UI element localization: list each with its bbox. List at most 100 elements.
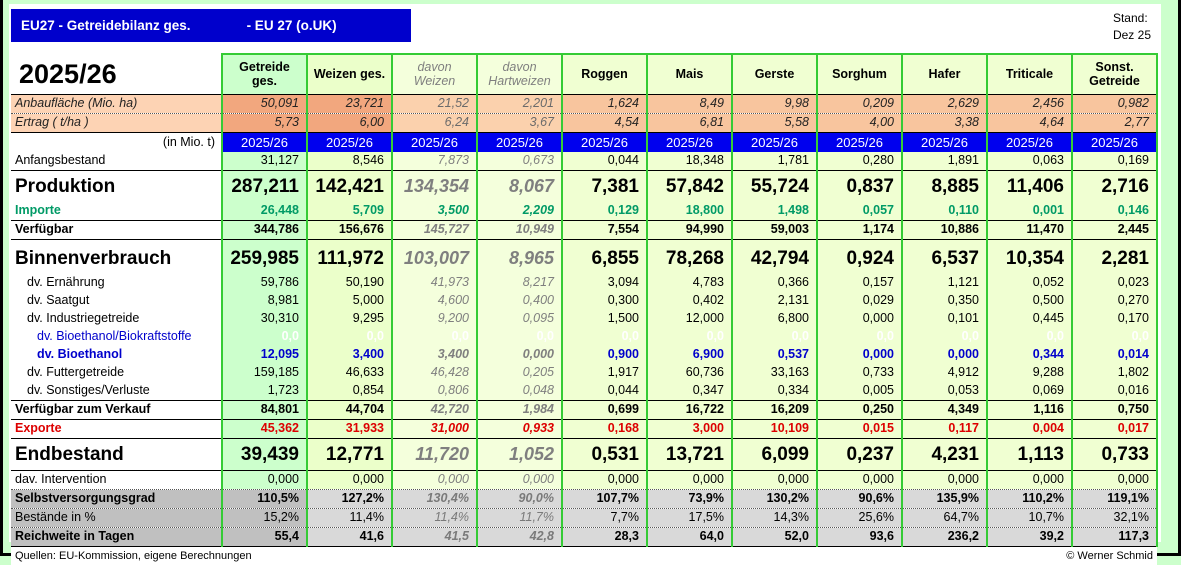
cell-endbestand-2: 11,720 [391, 438, 477, 471]
cell-futtergetreide-6: 33,163 [731, 363, 817, 382]
cell-endbestand-9: 1,113 [986, 438, 1072, 471]
cell-anfangsbestand-0: 31,127 [221, 151, 307, 171]
row-label-ertrag: Ertrag ( t/ha ) [11, 113, 222, 133]
cell-industriegetreide-6: 6,800 [731, 309, 817, 328]
row-selbstversorgungsgrad: Selbstversorgungsgrad 110,5% 127,2% 130,4% 9… [11, 489, 1158, 509]
cell-jahr-0: 2025/26 [221, 132, 307, 152]
cell-ernaehrung-10: 0,023 [1071, 273, 1158, 292]
cell-ertrag-9: 4,64 [986, 113, 1072, 133]
row-biokraftstoffe: dv. Bioethanol/Biokraftstoffe 0,0 0,0 0,0 0,… [11, 327, 1158, 346]
row-ertrag: Ertrag ( t/ha ) 5,73 6,00 6,24 3,67 4,54 6,81 5… [11, 113, 1158, 133]
cell-ernaehrung-2: 41,973 [391, 273, 477, 292]
column-header-6: Gerste [731, 53, 818, 95]
row-bestaende: Bestände in % 15,2% 11,4% 11,4% 11,7% 7,7% 17,… [11, 508, 1158, 528]
row-label-endbestand: Endbestand [11, 438, 222, 471]
cell-jahr-4: 2025/26 [561, 132, 647, 152]
cell-bestaende-3: 11,7% [476, 508, 562, 528]
cell-saatgut-2: 4,600 [391, 291, 477, 310]
cell-saatgut-1: 5,000 [306, 291, 392, 310]
row-label-selbstversorgungsgrad: Selbstversorgungsgrad [11, 489, 222, 509]
cell-selbstversorgungsgrad-3: 90,0% [476, 489, 562, 509]
cell-importe-9: 0,001 [986, 201, 1072, 220]
row-label-exporte: Exporte [11, 419, 222, 439]
row-anbauflaeche: Anbaufläche (Mio. ha) 50,091 23,721 21,52 2,… [11, 94, 1158, 114]
cell-bestaende-10: 32,1% [1071, 508, 1158, 528]
row-label-futtergetreide: dv. Futtergetreide [11, 363, 222, 382]
cell-jahr-7: 2025/26 [816, 132, 902, 152]
cell-industriegetreide-5: 12,000 [646, 309, 732, 328]
cell-bestaende-0: 15,2% [221, 508, 307, 528]
cell-bestaende-7: 25,6% [816, 508, 902, 528]
cell-saatgut-0: 8,981 [221, 291, 307, 310]
cell-produktion-9: 11,406 [986, 170, 1072, 202]
cell-anbauflaeche-10: 0,982 [1071, 94, 1158, 114]
cell-importe-6: 1,498 [731, 201, 817, 220]
cell-biokraftstoffe-5: 0,0 [646, 327, 732, 346]
cell-binnenverbrauch-2: 103,007 [391, 239, 477, 274]
cell-ertrag-6: 5,58 [731, 113, 817, 133]
cell-bestaende-4: 7,7% [561, 508, 647, 528]
row-anfangsbestand: Anfangsbestand 31,127 8,546 7,873 0,673 0,044… [11, 151, 1158, 171]
cell-selbstversorgungsgrad-1: 127,2% [306, 489, 392, 509]
top-bar: EU27 - Getreidebilanz ges. - EU 27 (o.UK… [9, 4, 1161, 53]
cell-bestaende-2: 11,4% [391, 508, 477, 528]
cell-exporte-9: 0,004 [986, 419, 1072, 439]
cell-jahr-10: 2025/26 [1071, 132, 1158, 152]
row-saatgut: dv. Saatgut 8,981 5,000 4,600 0,400 0,300 0,40… [11, 291, 1158, 310]
cell-exporte-10: 0,017 [1071, 419, 1158, 439]
cell-produktion-8: 8,885 [901, 170, 987, 202]
cell-binnenverbrauch-3: 8,965 [476, 239, 562, 274]
row-label-biokraftstoffe: dv. Bioethanol/Biokraftstoffe [11, 327, 222, 346]
cell-saatgut-3: 0,400 [476, 291, 562, 310]
cell-intervention-8: 0,000 [901, 470, 987, 490]
row-label-produktion: Produktion [11, 170, 222, 202]
report-region: - EU 27 (o.UK) [246, 18, 337, 33]
cell-verfuegbar-0: 344,786 [221, 219, 307, 240]
cell-selbstversorgungsgrad-6: 130,2% [731, 489, 817, 509]
cell-jahr-6: 2025/26 [731, 132, 817, 152]
row-bioethanol: dv. Bioethanol 12,095 3,400 3,400 0,000 0,900… [11, 345, 1158, 364]
cell-verfuegbar-2: 145,727 [391, 219, 477, 240]
cell-exporte-3: 0,933 [476, 419, 562, 439]
row-label-intervention: dav. Intervention [11, 470, 222, 490]
cell-anbauflaeche-5: 8,49 [646, 94, 732, 114]
cell-verkauf-10: 0,750 [1071, 399, 1158, 420]
cell-exporte-4: 0,168 [561, 419, 647, 439]
cell-reichweite-0: 55,4 [221, 527, 307, 547]
cell-verkauf-6: 16,209 [731, 399, 817, 420]
cell-intervention-6: 0,000 [731, 470, 817, 490]
cell-importe-10: 0,146 [1071, 201, 1158, 220]
cell-saatgut-9: 0,500 [986, 291, 1072, 310]
cell-produktion-6: 55,724 [731, 170, 817, 202]
cell-ertrag-1: 6,00 [306, 113, 392, 133]
cell-ertrag-10: 2,77 [1071, 113, 1158, 133]
cell-anbauflaeche-9: 2,456 [986, 94, 1072, 114]
cell-ertrag-0: 5,73 [221, 113, 307, 133]
cell-futtergetreide-7: 0,733 [816, 363, 902, 382]
cell-sonstiges-2: 0,806 [391, 381, 477, 400]
cell-reichweite-8: 236,2 [901, 527, 987, 547]
cell-bioethanol-1: 3,400 [306, 345, 392, 364]
cell-futtergetreide-4: 1,917 [561, 363, 647, 382]
cell-selbstversorgungsgrad-9: 110,2% [986, 489, 1072, 509]
cell-biokraftstoffe-1: 0,0 [306, 327, 392, 346]
stand-value: Dez 25 [1112, 28, 1151, 42]
cell-verfuegbar-4: 7,554 [561, 219, 647, 240]
cell-verfuegbar-5: 94,990 [646, 219, 732, 240]
cell-verfuegbar-7: 1,174 [816, 219, 902, 240]
cell-selbstversorgungsgrad-8: 135,9% [901, 489, 987, 509]
cell-ertrag-2: 6,24 [391, 113, 477, 133]
cell-verfuegbar-3: 10,949 [476, 219, 562, 240]
cell-produktion-1: 142,421 [306, 170, 392, 202]
cell-saatgut-10: 0,270 [1071, 291, 1158, 310]
cell-industriegetreide-8: 0,101 [901, 309, 987, 328]
cell-verkauf-2: 42,720 [391, 399, 477, 420]
cell-anbauflaeche-0: 50,091 [221, 94, 307, 114]
row-label-ernaehrung: dv. Ernährung [11, 273, 222, 292]
cell-produktion-2: 134,354 [391, 170, 477, 202]
row-jahr: (in Mio. t) 2025/26 2025/26 2025/26 2025/26 2… [11, 132, 1158, 152]
row-label-industriegetreide: dv. Industriegetreide [11, 309, 222, 328]
cell-sonstiges-8: 0,053 [901, 381, 987, 400]
cell-sonstiges-6: 0,334 [731, 381, 817, 400]
cell-anfangsbestand-7: 0,280 [816, 151, 902, 171]
